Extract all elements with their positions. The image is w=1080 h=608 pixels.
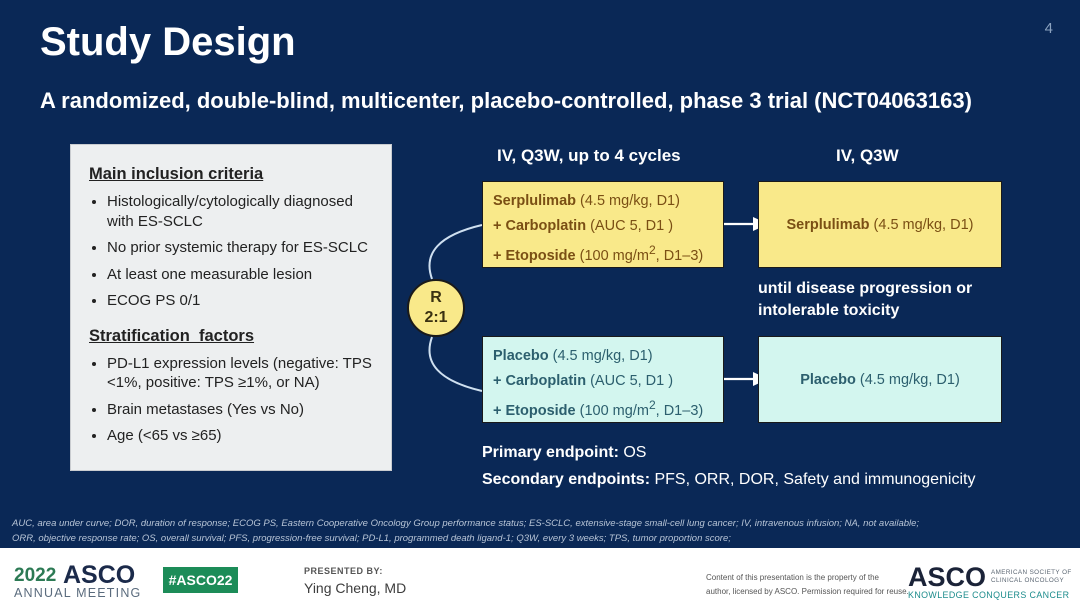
svg-text:CLINICAL ONCOLOGY: CLINICAL ONCOLOGY	[991, 577, 1064, 584]
svg-text:ANNUAL MEETING: ANNUAL MEETING	[14, 586, 141, 600]
svg-text:2022: 2022	[14, 565, 56, 586]
svg-text:ASCO: ASCO	[908, 562, 986, 592]
svg-text:ASCO: ASCO	[63, 562, 135, 589]
svg-text:AMERICAN SOCIETY OF: AMERICAN SOCIETY OF	[991, 569, 1072, 576]
svg-text:KNOWLEDGE CONQUERS CANCER: KNOWLEDGE CONQUERS CANCER	[908, 590, 1069, 600]
